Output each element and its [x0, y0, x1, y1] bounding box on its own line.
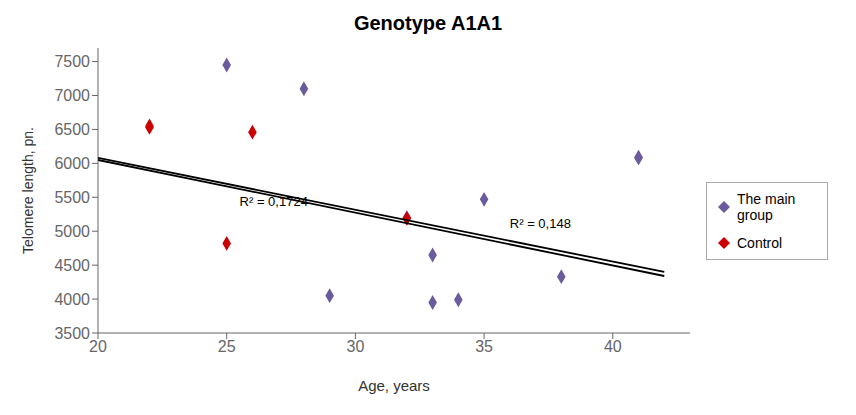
svg-text:5500: 5500 [54, 189, 90, 206]
svg-text:4500: 4500 [54, 257, 90, 274]
svg-text:20: 20 [89, 338, 107, 355]
svg-text:30: 30 [346, 338, 364, 355]
svg-text:R² = 0,148: R² = 0,148 [510, 216, 571, 231]
svg-text:6000: 6000 [54, 155, 90, 172]
svg-text:Age, years: Age, years [358, 377, 430, 394]
svg-text:7500: 7500 [54, 53, 90, 70]
html-text:The main group: The main group [737, 190, 796, 223]
svg-text:40: 40 [604, 338, 622, 355]
svg-text:7000: 7000 [54, 87, 90, 104]
svg-text:R² = 0,1724: R² = 0,1724 [240, 194, 308, 209]
svg-text:4000: 4000 [54, 291, 90, 308]
svg-text:35: 35 [475, 338, 493, 355]
svg-text:3500: 3500 [54, 325, 90, 342]
svg-text:5000: 5000 [54, 223, 90, 240]
html-text:Genotype A1A1: Genotype A1A1 [353, 12, 503, 34]
html-text:Control: Control [737, 234, 783, 251]
svg-text:25: 25 [218, 338, 236, 355]
svg-text:6500: 6500 [54, 121, 90, 138]
svg-text:Telomere length, pn.: Telomere length, pn. [20, 127, 36, 254]
